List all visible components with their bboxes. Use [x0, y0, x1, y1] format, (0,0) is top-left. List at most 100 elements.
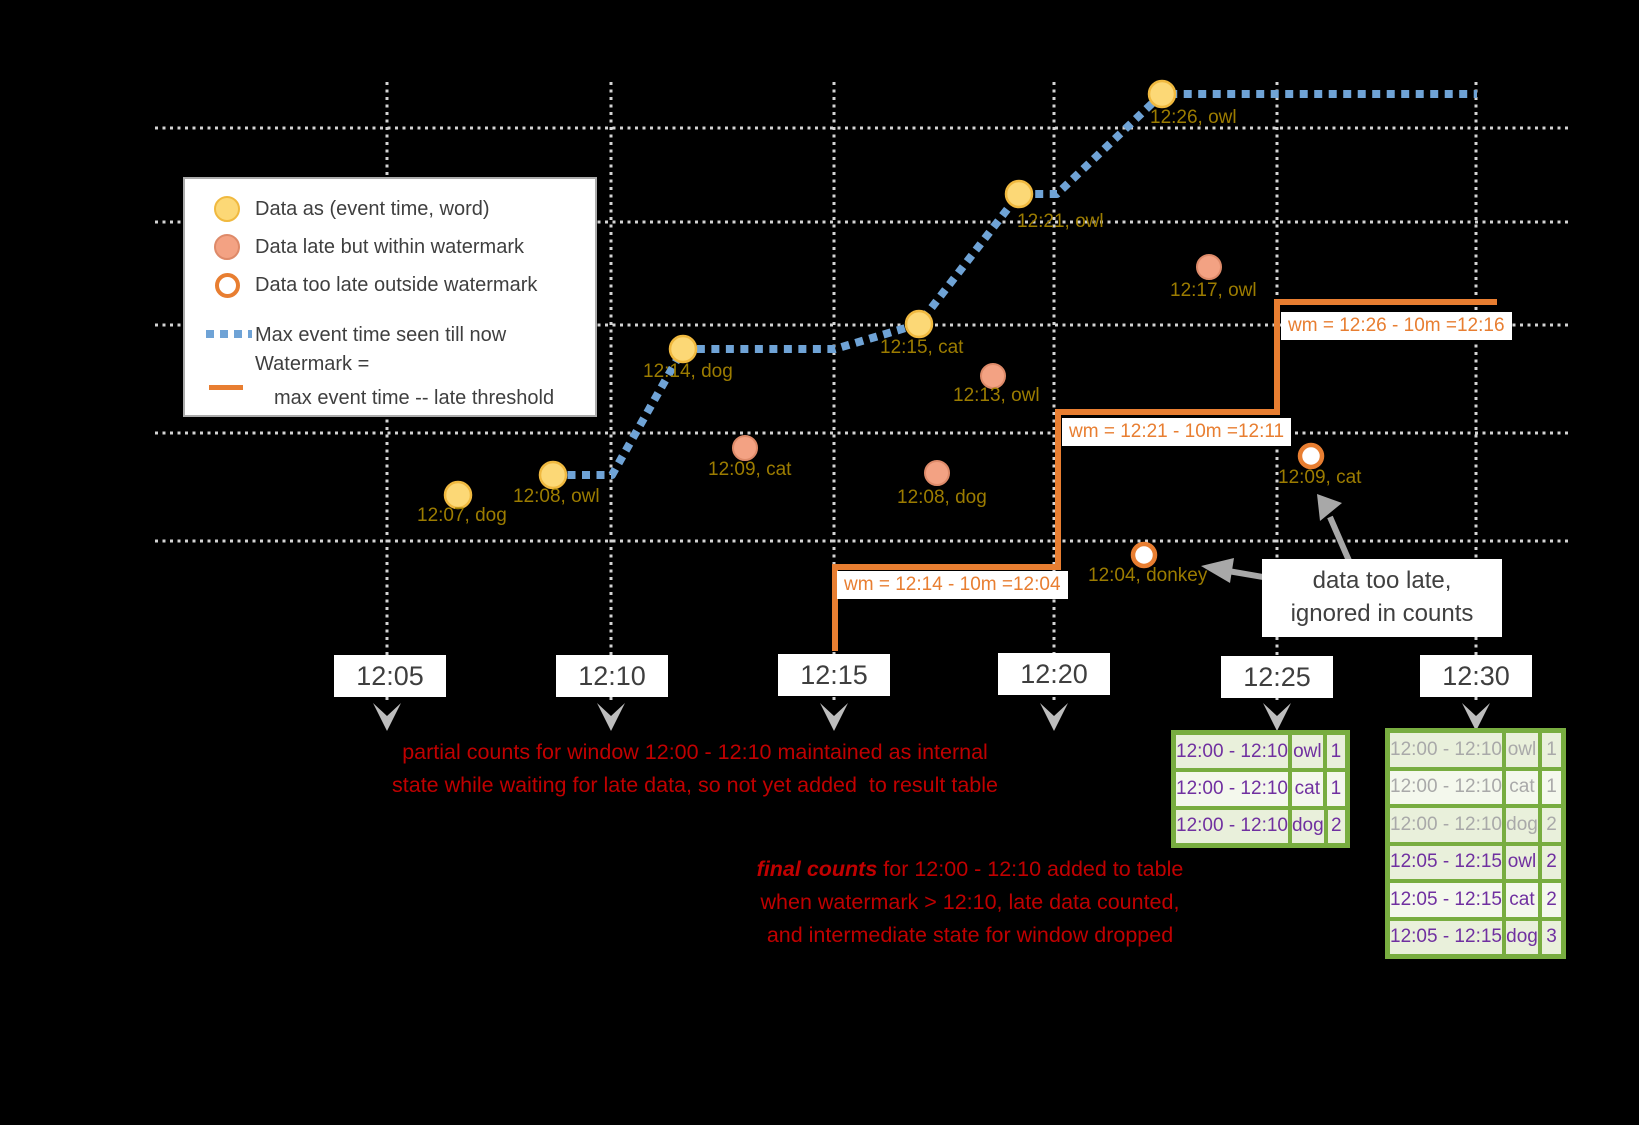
- axis-tick-arrows: [373, 703, 1490, 731]
- point-too-late: [1130, 541, 1158, 569]
- time-label-12-20: 12:20: [998, 653, 1110, 695]
- window-cell: 12:00 - 12:10: [1176, 809, 1288, 843]
- legend-item-label: Watermark =: [255, 353, 370, 375]
- partial-counts-line: state while waiting for late data, so no…: [392, 773, 998, 797]
- table-row: 12:00 - 12:10 owl 1: [1390, 733, 1561, 767]
- point-late: [980, 363, 1006, 389]
- window-cell: 12:00 - 12:10: [1176, 772, 1288, 806]
- window-cell: 12:00 - 12:10: [1390, 808, 1502, 842]
- count-cell: 1: [1326, 772, 1345, 806]
- max-event-time-line: [553, 90, 1477, 479]
- legend-item-label: Max event time seen till now: [255, 324, 507, 346]
- too-late-circle-icon: [215, 273, 240, 298]
- point-late: [1196, 254, 1222, 280]
- on-time-dot-icon: [214, 196, 240, 222]
- word-cell: dog: [1291, 809, 1324, 843]
- point-label: 12:09, cat: [708, 459, 792, 480]
- late-dot-icon: [214, 234, 240, 260]
- final-counts-note: final counts for 12:00 - 12:10 added to …: [690, 853, 1250, 952]
- time-label-12-15: 12:15: [778, 654, 890, 696]
- count-cell: 2: [1327, 809, 1345, 843]
- window-cell: 12:00 - 12:10: [1390, 733, 1502, 767]
- word-cell: cat: [1505, 770, 1538, 804]
- final-counts-rest: for 12:00 - 12:10 added to table: [877, 857, 1184, 881]
- window-cell: 12:05 - 12:15: [1390, 883, 1502, 917]
- word-cell: owl: [1505, 845, 1538, 879]
- table-row: 12:00 - 12:10 cat 1: [1176, 772, 1345, 806]
- point-late: [732, 435, 758, 461]
- point-on-time: [538, 460, 568, 490]
- point-label: 12:21, owl: [1017, 211, 1104, 232]
- table-row: 12:00 - 12:10 cat 1: [1390, 770, 1561, 804]
- point-label: 12:04, donkey: [1088, 565, 1208, 586]
- point-label: 12:07, dog: [417, 505, 507, 526]
- table-row: 12:05 - 12:15 dog 3: [1390, 920, 1561, 954]
- count-cell: 1: [1326, 735, 1345, 769]
- window-cell: 12:05 - 12:15: [1390, 920, 1502, 954]
- final-counts-line: and intermediate state for window droppe…: [766, 923, 1174, 947]
- time-label-12-05: 12:05: [334, 655, 446, 697]
- point-on-time: [1147, 79, 1177, 109]
- point-label: 12:08, owl: [513, 486, 600, 507]
- max-event-time-line-icon: [206, 330, 252, 338]
- time-label-12-10: 12:10: [556, 655, 668, 697]
- legend-item-label: max event time -- late threshold: [274, 387, 555, 409]
- window-cell: 12:05 - 12:15: [1390, 845, 1502, 879]
- table-row: 12:00 - 12:10 owl 1: [1176, 735, 1345, 769]
- point-on-time: [668, 334, 698, 364]
- table-row: 12:00 - 12:10 dog 2: [1390, 808, 1561, 842]
- time-label-12-30: 12:30: [1420, 655, 1532, 697]
- point-on-time: [1004, 179, 1034, 209]
- window-cell: 12:00 - 12:10: [1176, 735, 1288, 769]
- point-too-late: [1297, 442, 1325, 470]
- point-on-time: [443, 480, 473, 510]
- watermark-value-label: wm = 12:14 - 10m =12:04: [837, 571, 1068, 599]
- watermark-value-label: wm = 12:21 - 10m =12:11: [1062, 418, 1292, 446]
- window-cell: 12:00 - 12:10: [1390, 770, 1502, 804]
- point-label: 12:14, dog: [643, 361, 733, 382]
- watermark-value-label: wm = 12:26 - 10m =12:16: [1281, 312, 1512, 340]
- point-label: 12:26, owl: [1150, 107, 1237, 128]
- legend-item-label: Data as (event time, word): [255, 198, 490, 220]
- count-cell: 1: [1541, 770, 1561, 804]
- legend-item-label: Data late but within watermark: [255, 236, 525, 258]
- count-cell: 1: [1541, 733, 1561, 767]
- data-points: [443, 79, 1325, 569]
- word-cell: dog: [1505, 920, 1538, 954]
- table-row: 12:05 - 12:15 cat 2: [1390, 883, 1561, 917]
- too-late-callout: data too late, ignored in counts: [1262, 559, 1502, 637]
- final-counts-lead: final counts: [756, 857, 878, 881]
- point-late: [924, 460, 950, 486]
- table-row: 12:05 - 12:15 owl 2: [1390, 845, 1561, 879]
- watermark-line: [832, 299, 1497, 651]
- result-table-12-25: 12:00 - 12:10 owl 1 12:00 - 12:10 cat 1 …: [1171, 730, 1350, 848]
- final-counts-line: final counts for 12:00 - 12:10 added to …: [690, 853, 1250, 886]
- watermark-line-icon: [209, 385, 243, 390]
- partial-counts-line: partial counts for window 12:00 - 12:10 …: [402, 740, 988, 764]
- count-cell: 2: [1541, 883, 1561, 917]
- word-cell: cat: [1505, 883, 1538, 917]
- point-label: 12:13, owl: [953, 385, 1040, 406]
- count-cell: 3: [1541, 920, 1561, 954]
- result-table-12-30: 12:00 - 12:10 owl 1 12:00 - 12:10 cat 1 …: [1385, 728, 1566, 959]
- too-late-callout-line: data too late,: [1312, 567, 1452, 594]
- word-cell: owl: [1505, 733, 1538, 767]
- word-cell: owl: [1291, 735, 1323, 769]
- partial-counts-note: partial counts for window 12:00 - 12:10 …: [310, 736, 1080, 802]
- point-label: 12:09, cat: [1278, 467, 1362, 488]
- legend-item-label: Data too late outside watermark: [255, 274, 538, 296]
- point-on-time: [904, 309, 934, 339]
- time-label-12-25: 12:25: [1221, 656, 1333, 698]
- table-row: 12:00 - 12:10 dog 2: [1176, 809, 1345, 843]
- point-label: 12:15, cat: [880, 337, 964, 358]
- too-late-callout-line: ignored in counts: [1290, 600, 1474, 627]
- legend: Data as (event time, word) Data late but…: [183, 177, 597, 417]
- word-cell: dog: [1505, 808, 1538, 842]
- count-cell: 2: [1541, 845, 1561, 879]
- word-cell: cat: [1291, 772, 1323, 806]
- point-label: 12:17, owl: [1170, 280, 1257, 301]
- point-label: 12:08, dog: [897, 487, 987, 508]
- final-counts-line: when watermark > 12:10, late data counte…: [760, 890, 1180, 914]
